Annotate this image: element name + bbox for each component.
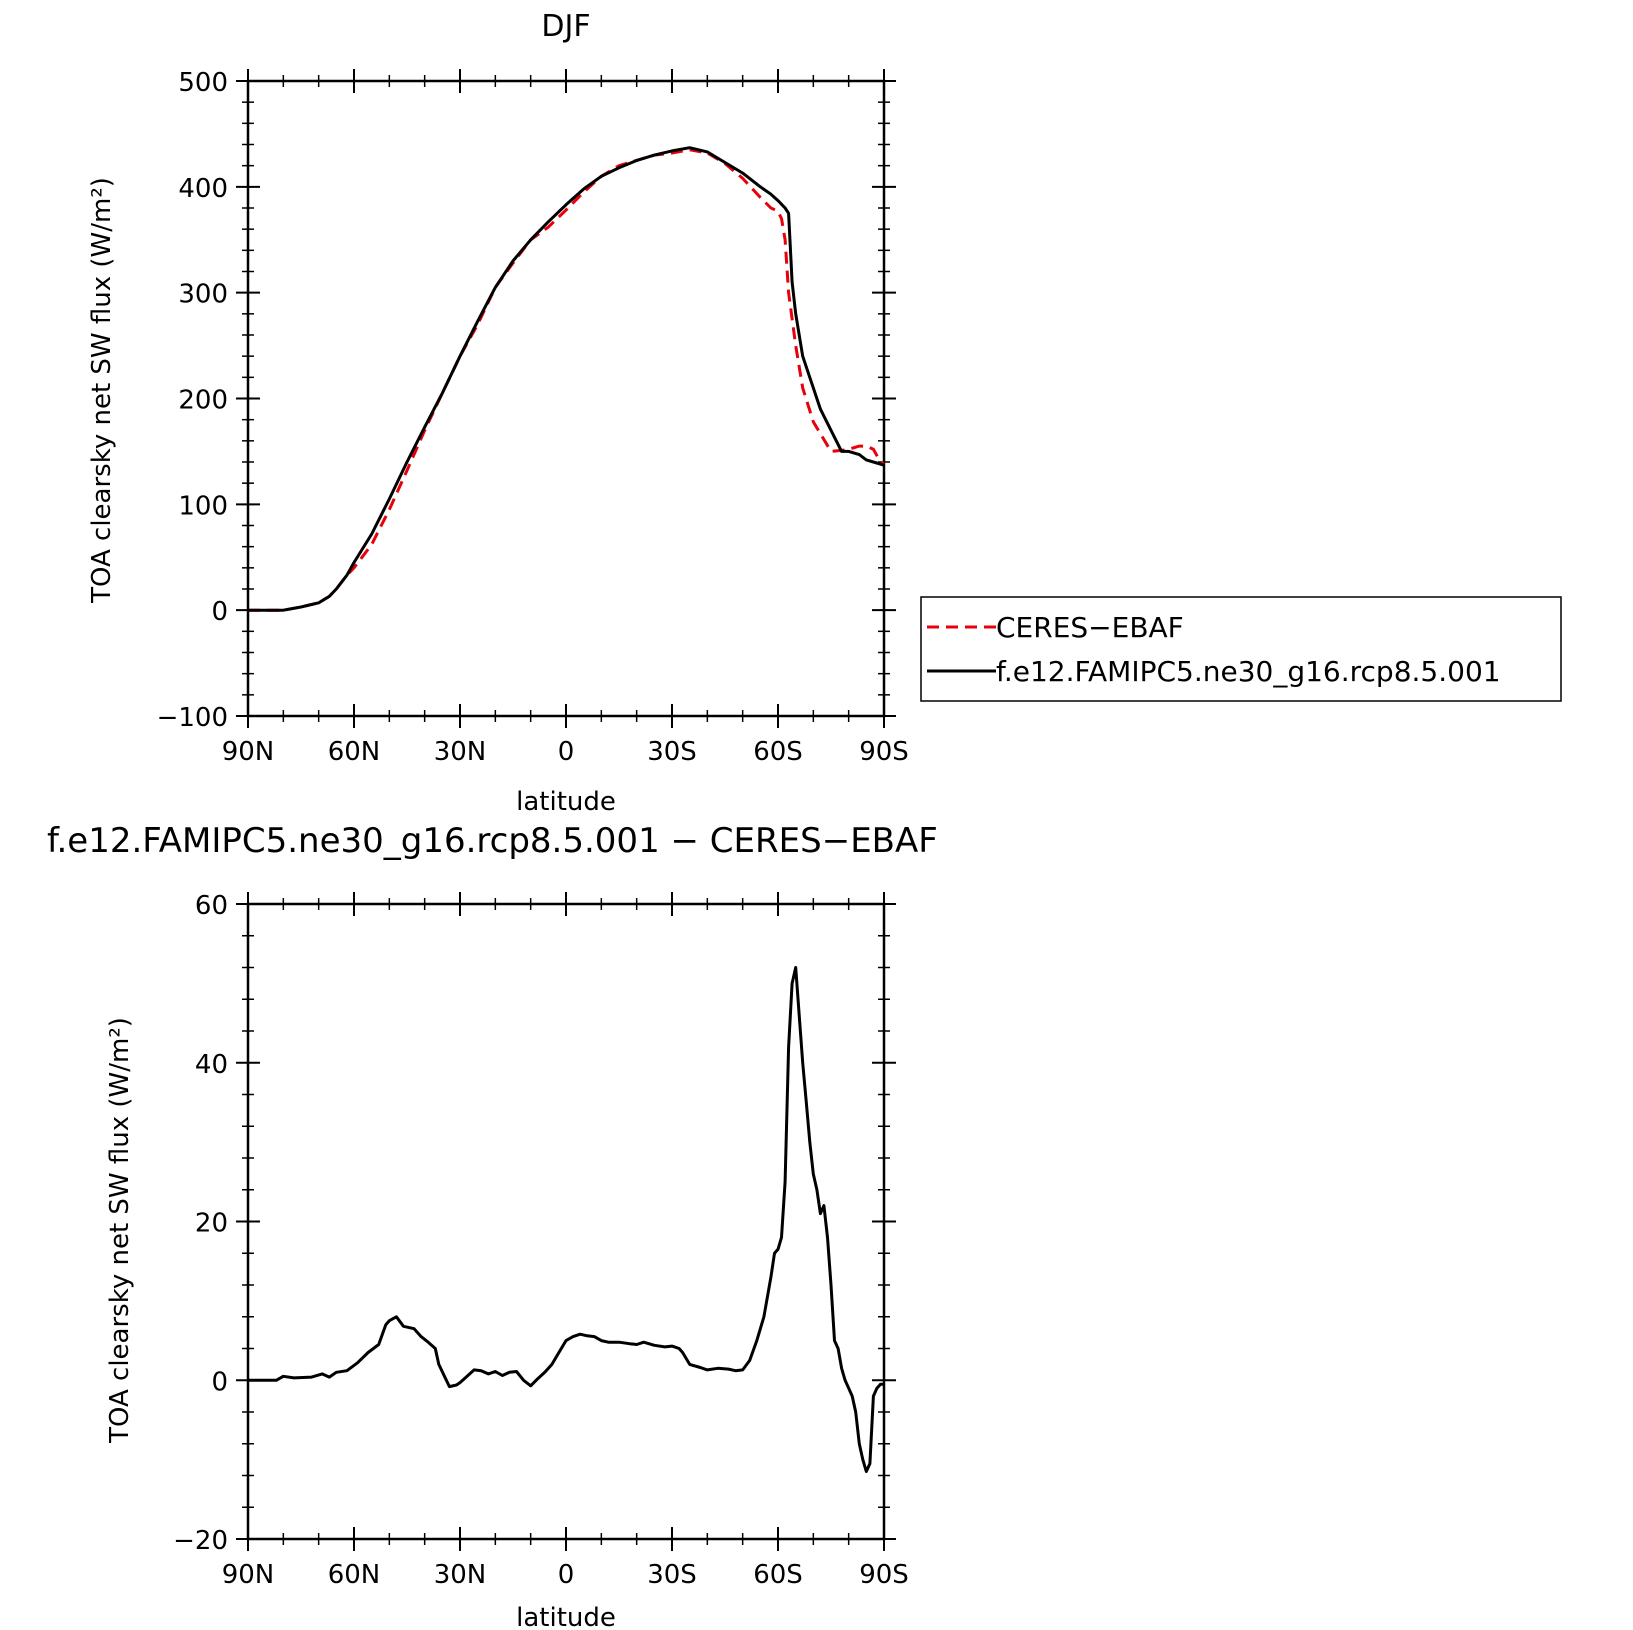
top-x-axis-label: latitude [516, 787, 616, 817]
top-x-tick-label: 0 [558, 737, 575, 767]
bottom-y-tick-label: −20 [173, 1526, 228, 1556]
bottom-title: f.e12.FAMIPC5.ne30_g16.rcp8.5.001 − CERE… [47, 821, 938, 861]
top-y-tick-label: 100 [178, 491, 228, 521]
top-y-tick-label: 200 [178, 386, 228, 416]
top-series-line-f-e12-famipc5-ne30-g16-rcp8-5-001 [248, 146, 885, 612]
legend-label-ceres: CERES−EBAF [996, 611, 1184, 644]
bottom-panel: f.e12.FAMIPC5.ne30_g16.rcp8.5.001 − CERE… [47, 821, 938, 1630]
top-x-tick-label: 90N [222, 737, 275, 767]
top-x-tick-label: 30S [647, 737, 697, 767]
legend: CERES−EBAF f.e12.FAMIPC5.ne30_g16.rcp8.5… [920, 596, 1562, 702]
bottom-y-tick-label: 0 [211, 1367, 228, 1397]
top-y-tick-label: 300 [178, 280, 228, 310]
top-x-tick-label: 30N [434, 737, 487, 767]
top-x-tick-label: 60N [328, 737, 381, 767]
top-x-tick-label: 90S [859, 737, 909, 767]
bottom-plot-area: 90N 60N 30N 0 30S 60S 90S −20 0 20 40 60 [173, 891, 909, 1590]
bottom-x-tick-label: 30S [647, 1560, 697, 1590]
top-y-tick-label: 500 [178, 68, 228, 98]
bottom-x-tick-label: 60N [328, 1560, 381, 1590]
top-y-tick-label: 400 [178, 174, 228, 204]
bottom-x-tick-label: 60S [753, 1560, 803, 1590]
legend-box [920, 596, 1562, 702]
top-plot-frame [246, 79, 886, 718]
bottom-series-line-0 [248, 966, 884, 1473]
top-y-tick-label: 0 [211, 597, 228, 627]
bottom-x-tick-label: 90N [222, 1560, 275, 1590]
bottom-y-axis-label: TOA clearsky net SW flux (W/m²) [105, 1017, 135, 1444]
top-title: DJF [541, 9, 590, 44]
top-plot-area: 90N 60N 30N 0 30S 60S 90S −100 0 100 200 300 400 500 [157, 68, 909, 767]
bottom-x-tick-label: 30N [434, 1560, 487, 1590]
bottom-y-tick-label: 20 [195, 1209, 228, 1239]
bottom-y-tick-label: 60 [195, 891, 228, 921]
bottom-x-tick-label: 90S [859, 1560, 909, 1590]
top-x-tick-label: 60S [753, 737, 803, 767]
bottom-y-tick-label: 40 [195, 1050, 228, 1080]
bottom-plot-frame [246, 902, 886, 1541]
bottom-x-axis-label: latitude [516, 1603, 616, 1630]
bottom-x-tick-label: 0 [558, 1560, 575, 1590]
legend-label-model: f.e12.FAMIPC5.ne30_g16.rcp8.5.001 [996, 655, 1501, 688]
top-y-tick-label: −100 [157, 703, 228, 733]
top-panel: DJF 90N 60N 30N 0 30S 60S 90S −100 0 100 200 300 400… [87, 9, 909, 817]
top-y-axis-label: TOA clearsky net SW flux (W/m²) [87, 177, 117, 604]
